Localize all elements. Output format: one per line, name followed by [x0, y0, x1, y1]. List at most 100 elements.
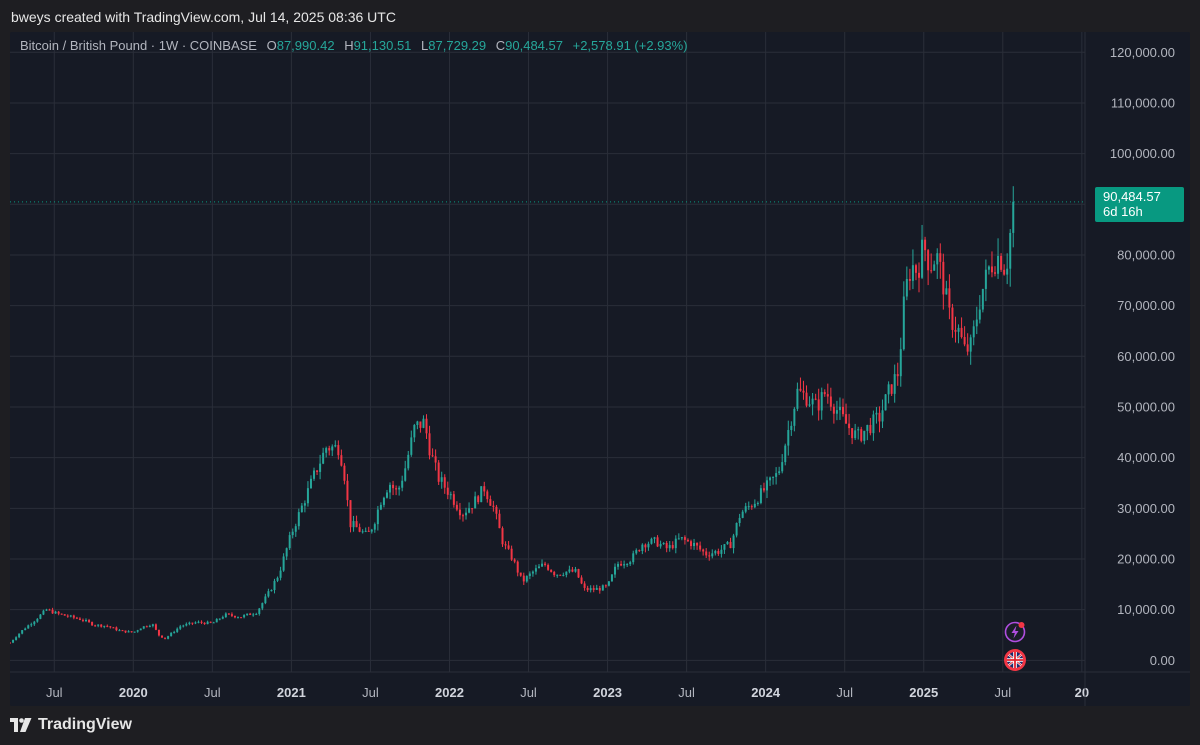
candle-body: [273, 580, 276, 591]
candle-body: [249, 613, 252, 615]
candle-body: [367, 530, 370, 532]
uk-flag-icon[interactable]: [1003, 648, 1027, 672]
candle-body: [15, 637, 18, 640]
candle-body: [987, 266, 990, 270]
open-value: 87,990.42: [276, 38, 335, 53]
x-tick-label: 2024: [751, 685, 781, 700]
candle-body: [671, 545, 674, 549]
candle-body: [838, 406, 841, 411]
chart-frame[interactable]: 0.00 10,000.00 20,000.00 30,000.00 40,000.00…: [10, 32, 1190, 706]
candle-body: [559, 574, 562, 576]
candle-body: [1012, 201, 1015, 233]
x-tick-label: 2020: [119, 685, 148, 700]
candle-body: [945, 288, 948, 295]
candle-body: [446, 487, 449, 495]
candle-body: [860, 429, 863, 441]
candle-body: [769, 477, 772, 481]
candle-body: [969, 337, 972, 352]
candle-body: [60, 613, 63, 615]
candle-body: [598, 587, 601, 591]
chart-legend[interactable]: Bitcoin / British Pound · 1W · COINBASE …: [20, 38, 688, 53]
candle-body: [626, 564, 629, 566]
footer-brand[interactable]: TradingView: [10, 712, 132, 738]
y-tick-label: 0.00: [1150, 653, 1175, 668]
candle-body: [568, 569, 571, 572]
y-tick-label: 70,000.00: [1117, 298, 1175, 313]
candle-body: [772, 476, 775, 478]
candle-body: [726, 541, 729, 545]
candle-body: [884, 394, 887, 411]
candle-body: [519, 572, 522, 576]
close-value: 90,484.57: [505, 38, 563, 53]
candle-body: [401, 480, 404, 488]
candle-body: [471, 508, 474, 510]
candle-body: [504, 544, 507, 546]
candle-body: [921, 239, 924, 278]
tradingview-logo-icon: [10, 718, 32, 732]
candle-body: [848, 423, 851, 429]
candle-body: [811, 398, 814, 405]
candle-body: [924, 239, 927, 251]
candle-body: [413, 425, 416, 438]
candle-body: [683, 537, 686, 540]
candle-body: [735, 522, 738, 536]
candle-body: [182, 625, 185, 627]
candle-body: [1006, 268, 1009, 275]
candle-body: [428, 433, 431, 456]
candle-body: [91, 622, 94, 626]
candle-body: [881, 410, 884, 422]
candle-body: [227, 613, 230, 615]
y-tick-label: 30,000.00: [1117, 501, 1175, 516]
candle-body: [981, 288, 984, 310]
candle-body: [57, 611, 60, 614]
candle-body: [179, 626, 182, 629]
candle-body: [422, 418, 425, 428]
candle-body: [930, 270, 933, 272]
candle-body: [541, 563, 544, 567]
candle-body: [905, 279, 908, 297]
candle-body: [738, 517, 741, 523]
y-tick-label: 120,000.00: [1110, 45, 1175, 60]
candlestick-chart[interactable]: 0.00 10,000.00 20,000.00 30,000.00 40,000.00…: [10, 32, 1190, 706]
candle-body: [167, 636, 170, 639]
candle-body: [334, 445, 337, 447]
candle-body: [638, 550, 641, 552]
candle-body: [741, 511, 744, 518]
candle-body: [97, 624, 100, 626]
candle-body: [124, 630, 127, 633]
candle-body: [793, 408, 796, 426]
candle-body: [419, 421, 422, 428]
candle-body: [346, 480, 349, 501]
plot-background: [10, 32, 1190, 706]
candle-body: [212, 622, 215, 624]
candle-body: [164, 637, 167, 639]
candle-body: [306, 488, 309, 504]
candle-body: [434, 456, 437, 463]
candle-body: [465, 512, 468, 516]
candle-body: [832, 406, 835, 414]
candle-body: [747, 506, 750, 508]
candle-body: [656, 537, 659, 547]
candle-body: [30, 624, 33, 626]
candle-body: [364, 530, 367, 532]
candle-body: [820, 392, 823, 411]
attribution-text: bweys created with TradingView.com, Jul …: [11, 9, 396, 25]
candle-body: [595, 587, 598, 590]
symbol-label[interactable]: Bitcoin / British Pound · 1W · COINBASE: [20, 38, 257, 53]
candle-body: [592, 588, 595, 590]
candle-body: [218, 618, 221, 620]
candle-body: [209, 621, 212, 623]
candle-body: [787, 430, 790, 446]
candle-body: [513, 559, 516, 562]
candle-body: [835, 410, 838, 414]
y-tick-label: 100,000.00: [1110, 146, 1175, 161]
lightning-icon[interactable]: [1004, 621, 1026, 643]
candle-body: [349, 500, 352, 528]
candle-body: [233, 615, 236, 618]
candle-body: [902, 296, 905, 350]
candle-body: [994, 272, 997, 274]
candle-body: [732, 535, 735, 549]
candle-body: [629, 562, 632, 565]
candle-body: [896, 374, 899, 377]
candle-body: [303, 503, 306, 506]
